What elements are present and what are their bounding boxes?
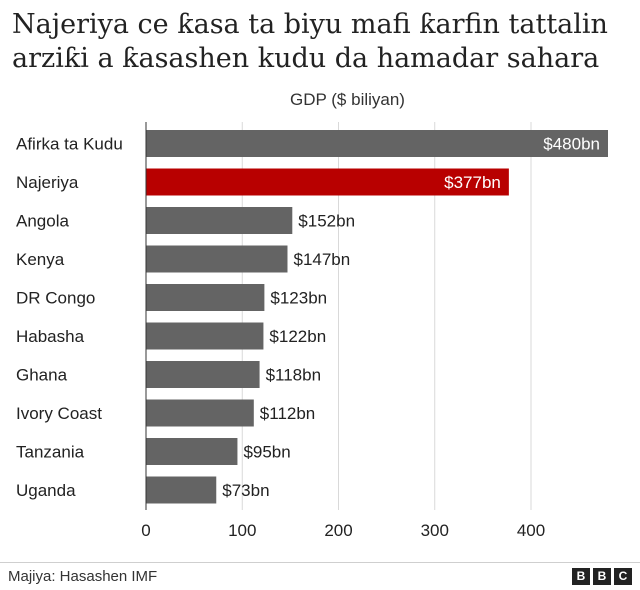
category-label: Ghana — [16, 366, 68, 385]
category-label: Habasha — [16, 327, 85, 346]
data-label: $73bn — [222, 481, 269, 500]
bar-chart: 0 100 200 300 400 Afirka ta Kudu $480bn Najeriy… — [16, 122, 608, 540]
category-label: Tanzania — [16, 443, 85, 462]
category-label: Kenya — [16, 250, 65, 269]
bar — [146, 245, 288, 273]
bbc-logo: B B C — [572, 568, 632, 585]
data-label: $118bn — [266, 366, 321, 385]
source-note: Majiya: Hasashen IMF — [8, 568, 158, 585]
category-label: Uganda — [16, 481, 76, 500]
x-tick-label: 200 — [324, 521, 352, 540]
bar — [146, 284, 265, 311]
logo-letter: C — [614, 568, 632, 585]
category-label: Ivory Coast — [16, 404, 102, 423]
bar — [146, 130, 608, 157]
bar — [146, 399, 254, 427]
data-label: $95bn — [243, 443, 290, 462]
category-label: Afirka ta Kudu — [16, 135, 123, 154]
bar — [146, 207, 293, 234]
data-label: $152bn — [298, 212, 355, 231]
bar — [146, 361, 260, 388]
bar — [146, 476, 217, 504]
bar — [146, 438, 238, 465]
chart-title: Najeriya ce ƙasa ta biyu mafi ƙarfin tat… — [12, 9, 608, 74]
bar — [146, 168, 509, 196]
data-label: $377bn — [444, 173, 501, 192]
x-tick-label: 0 — [141, 521, 150, 540]
data-label: $480bn — [543, 135, 600, 154]
data-label: $122bn — [269, 327, 326, 346]
logo-letter: B — [572, 568, 590, 585]
x-tick-label: 300 — [421, 521, 449, 540]
bar — [146, 322, 264, 350]
data-label: $123bn — [270, 289, 327, 308]
axis-label: GDP ($ biliyan) — [290, 90, 405, 109]
category-label: Angola — [16, 212, 69, 231]
data-label: $112bn — [260, 404, 315, 423]
footer-divider — [0, 562, 640, 563]
x-tick-label: 400 — [517, 521, 545, 540]
category-label: Najeriya — [16, 173, 79, 192]
logo-letter: B — [593, 568, 611, 585]
category-label: DR Congo — [16, 289, 95, 308]
x-tick-label: 100 — [228, 521, 256, 540]
data-label: $147bn — [293, 250, 350, 269]
